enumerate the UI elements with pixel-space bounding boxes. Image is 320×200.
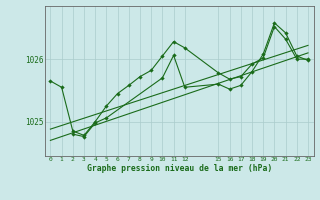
X-axis label: Graphe pression niveau de la mer (hPa): Graphe pression niveau de la mer (hPa) <box>87 164 272 173</box>
